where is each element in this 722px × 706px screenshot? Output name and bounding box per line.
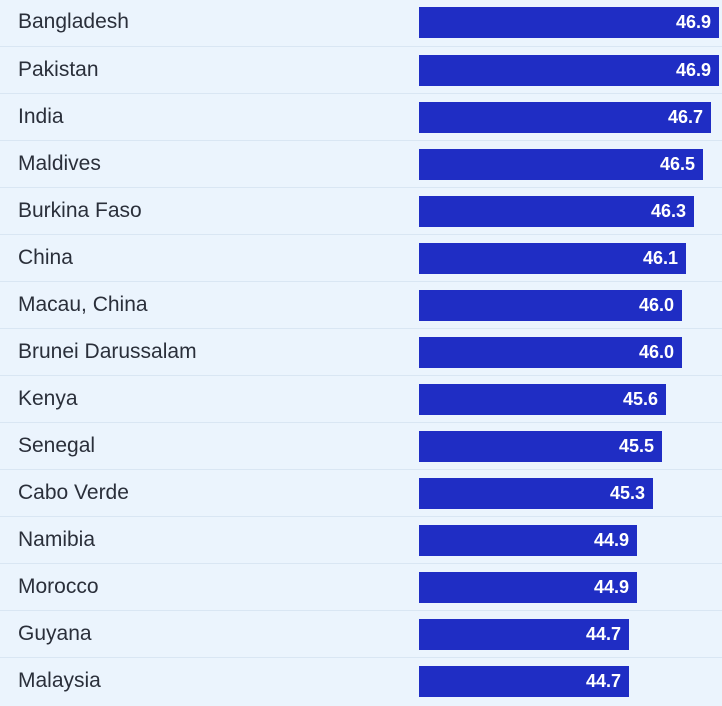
category-label: Maldives [18, 152, 101, 175]
value-label: 45.6 [622, 389, 658, 409]
chart-row: India 46.7 [0, 93, 722, 139]
chart-row: Burkina Faso 46.3 [0, 187, 722, 233]
chart-row: Maldives 46.5 [0, 140, 722, 186]
chart-row: Guyana 44.7 [0, 610, 722, 656]
category-label: Brunei Darussalam [18, 340, 197, 363]
value-label: 46.5 [659, 154, 695, 174]
category-label: Namibia [18, 528, 96, 551]
bar: 46.3 [419, 196, 694, 227]
bar: 46.1 [419, 243, 686, 274]
value-label: 44.7 [585, 671, 621, 691]
bar: 44.7 [419, 666, 629, 697]
chart-row: Brunei Darussalam 46.0 [0, 328, 722, 374]
category-label: Macau, China [18, 293, 148, 316]
value-label: 46.1 [642, 248, 678, 268]
chart-row: Malaysia 44.7 [0, 657, 722, 703]
category-label: Senegal [18, 434, 96, 457]
category-label: Burkina Faso [18, 199, 142, 222]
chart-row: Namibia 44.9 [0, 516, 722, 562]
bar: 45.6 [419, 384, 666, 415]
chart-row: Kenya 45.6 [0, 375, 722, 421]
category-label: Guyana [18, 622, 92, 645]
category-label: India [18, 105, 64, 128]
category-label: China [18, 246, 73, 269]
value-label: 45.3 [609, 483, 645, 503]
bar: 46.9 [419, 55, 719, 86]
bar: 44.7 [419, 619, 629, 650]
chart-row: Pakistan 46.9 [0, 46, 722, 92]
category-label: Cabo Verde [18, 481, 129, 504]
value-label: 44.9 [593, 530, 629, 550]
bar: 46.9 [419, 7, 719, 38]
bar: 45.5 [419, 431, 662, 462]
value-label: 46.3 [650, 201, 686, 221]
chart-row: Macau, China 46.0 [0, 281, 722, 327]
category-label: Pakistan [18, 58, 99, 81]
bar: 44.9 [419, 572, 637, 603]
chart-row: Senegal 45.5 [0, 422, 722, 468]
value-label: 44.9 [593, 577, 629, 597]
chart-row: Bangladesh 46.9 [0, 0, 722, 45]
value-label: 44.7 [585, 624, 621, 644]
bar: 46.7 [419, 102, 711, 133]
chart-row: Morocco 44.9 [0, 563, 722, 609]
bar: 46.0 [419, 290, 682, 321]
value-label: 46.0 [638, 342, 674, 362]
bar: 44.9 [419, 525, 637, 556]
bar: 45.3 [419, 478, 653, 509]
category-label: Kenya [18, 387, 78, 410]
value-label: 46.7 [667, 107, 703, 127]
chart-row: China 46.1 [0, 234, 722, 280]
category-label: Malaysia [18, 669, 101, 692]
category-label: Bangladesh [18, 10, 129, 33]
value-label: 45.5 [618, 436, 654, 456]
category-label: Morocco [18, 575, 99, 598]
value-label: 46.0 [638, 295, 674, 315]
chart-row: Cabo Verde 45.3 [0, 469, 722, 515]
value-label: 46.9 [675, 12, 711, 32]
bar: 46.0 [419, 337, 682, 368]
value-label: 46.9 [675, 60, 711, 80]
bar: 46.5 [419, 149, 703, 180]
